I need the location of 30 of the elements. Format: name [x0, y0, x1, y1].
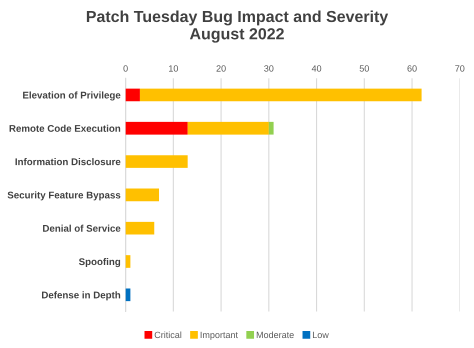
x-tick-label: 20	[216, 65, 226, 72]
bar	[140, 88, 422, 102]
bar	[126, 155, 188, 168]
bar	[126, 288, 130, 302]
y-tick-label: Denial of Service	[43, 224, 120, 232]
bar	[126, 222, 154, 235]
bar	[126, 188, 160, 202]
bar	[188, 122, 269, 135]
x-tick-label: 50	[360, 65, 369, 72]
chart-title: Patch Tuesday Bug Impact and Severity August 2022	[86, 10, 388, 43]
legend-label: Low	[312, 332, 329, 338]
x-tick-label: 60	[407, 65, 417, 72]
y-tick-label: Information Disclosure	[16, 158, 120, 166]
x-tick-label: 0	[123, 65, 128, 72]
bar	[268, 122, 274, 135]
y-tick-label: Security Feature Bypass	[8, 191, 120, 200]
x-tick-label: 30	[264, 65, 274, 72]
legend-label: Moderate	[256, 331, 294, 338]
x-tick-label: 70	[455, 65, 464, 72]
y-tick-label: Elevation of Privilege	[23, 91, 120, 101]
y-tick-label: Defense in Depth	[42, 291, 120, 300]
legend-label: Critical	[154, 331, 182, 338]
legend-label: Important	[200, 332, 238, 340]
x-tick-label: 40	[312, 65, 322, 72]
bar	[126, 122, 188, 135]
bar	[126, 88, 140, 102]
bar	[126, 255, 130, 268]
y-tick-label: Remote Code Execution	[10, 124, 120, 132]
x-tick-label: 10	[169, 65, 178, 72]
y-tick-label: Spoofing	[78, 258, 120, 268]
